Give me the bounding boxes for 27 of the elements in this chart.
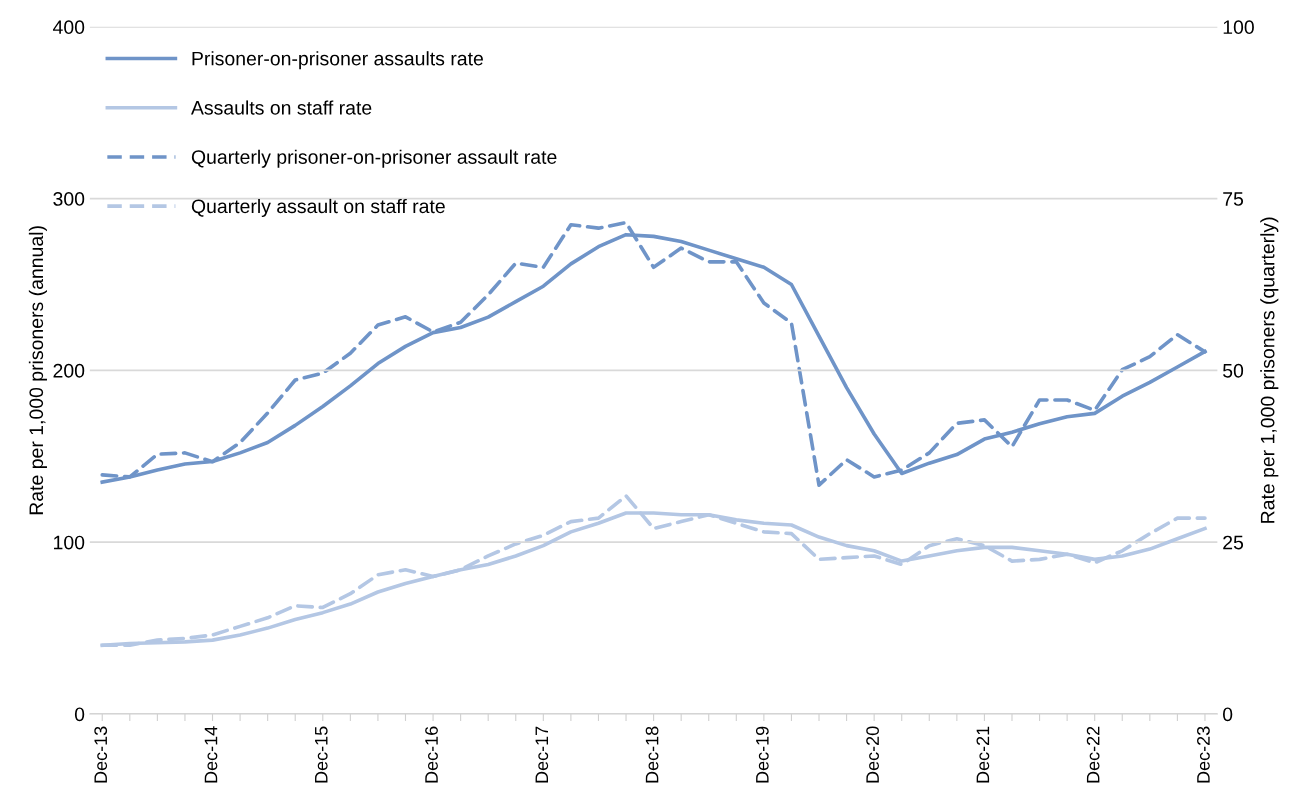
x-tick-label: Dec-18 xyxy=(645,726,659,783)
legend-label: Quarterly assault on staff rate xyxy=(191,198,445,218)
x-tick-label: Dec-15 xyxy=(315,726,328,783)
x-tick-label: Dec-22 xyxy=(1086,726,1100,783)
y-tick-label: 100 xyxy=(54,535,85,550)
x-tick-label: Dec-20 xyxy=(866,726,879,783)
y-tick-label: 200 xyxy=(53,363,85,378)
y-tick-label: 400 xyxy=(52,20,85,35)
y2-tick-label: 50 xyxy=(1223,363,1244,378)
x-tick-label: Dec-19 xyxy=(755,726,769,783)
legend-label: Quarterly prisoner-on-prisoner assault rate xyxy=(191,149,557,168)
y2-tick-label: 0 xyxy=(1222,707,1233,722)
legend-label: Prisoner-on-prisoner assaults rate xyxy=(192,51,483,70)
legend-label: Assaults on staff rate xyxy=(190,100,372,115)
y2-axis-title: Rate per 1,000 prisoners (quarterly) xyxy=(1260,217,1279,523)
y2-tick-label: 100 xyxy=(1223,20,1254,35)
y-tick-label: 0 xyxy=(74,707,85,722)
y-axis-title: Rate per 1,000 prisoners (annual) xyxy=(28,226,47,515)
x-tick-label: Dec-23 xyxy=(1197,726,1210,783)
x-tick-label: Dec-17 xyxy=(535,726,549,783)
y2-tick-label: 25 xyxy=(1223,535,1244,550)
x-tick-label: Dec-14 xyxy=(204,726,218,783)
y-tick-label: 300 xyxy=(53,192,85,206)
x-tick-label: Dec-13 xyxy=(94,726,108,783)
x-tick-label: Dec-16 xyxy=(425,726,438,783)
x-tick-label: Dec-21 xyxy=(976,726,990,783)
y2-tick-label: 75 xyxy=(1223,192,1244,206)
